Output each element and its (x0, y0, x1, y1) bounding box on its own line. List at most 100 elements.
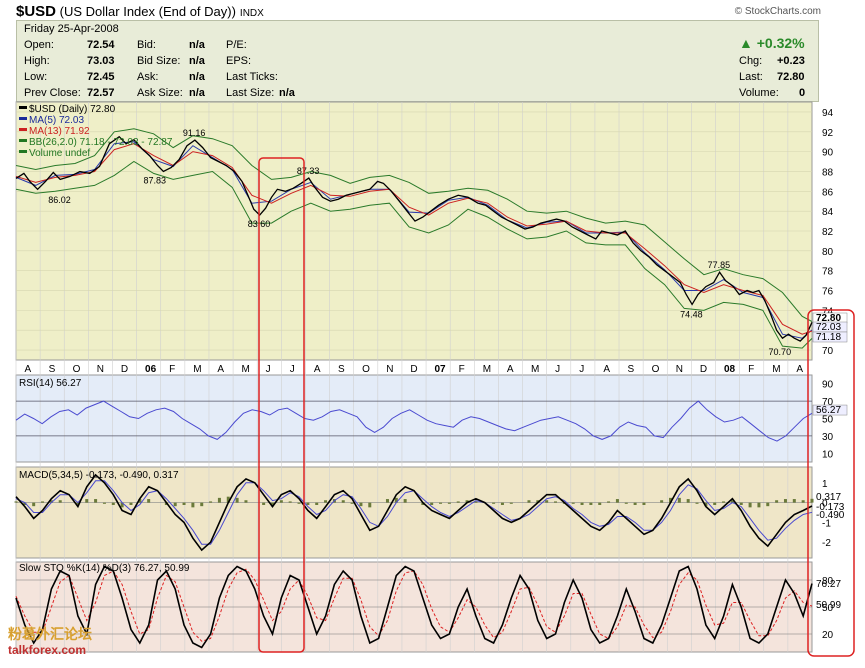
ask-label: Ask: (137, 71, 159, 83)
x-tick-label: N (676, 364, 683, 375)
stockcharts-credit[interactable]: © StockCharts.com (734, 6, 821, 17)
chart-area: A S O N D 06 F M A M J J A S O N D 07 F M A M J J A S O N D 08 F M A 70 72… (14, 101, 855, 657)
ask-size-value: n/a (189, 87, 205, 99)
macd-y-tick-label: -1 (822, 518, 831, 529)
x-tick-label: S (627, 364, 634, 375)
ask-size-label: Ask Size: (137, 87, 183, 99)
rsi-last-label-box (812, 404, 848, 416)
price-series-bb-lower (15, 160, 813, 349)
price-last-label: 72.03 (816, 322, 841, 333)
change-percent-text: +0.32% (756, 35, 805, 51)
price-y-tick-label: 92 (822, 128, 834, 139)
quote-panel: Friday 25-Apr-2008 Open: 72.54 High: 73.… (16, 20, 819, 102)
high-label: High: (24, 55, 50, 67)
exchange: INDX (239, 8, 264, 19)
stoch-legend: Slow STO %K(14) %D(3) 76.27, 50.99 (19, 563, 190, 574)
x-tick-label: D (121, 364, 128, 375)
x-tick-label: J (290, 364, 295, 375)
volume-label: Volume: (739, 87, 779, 99)
symbol-name: (US Dollar Index (End of Day)) (59, 4, 236, 19)
panel-rsi-frame (15, 374, 813, 463)
x-tick-label: 08 (724, 364, 736, 375)
watermark: 粉葛外汇论坛 talkforex.com (8, 626, 92, 658)
watermark-text: 粉葛外汇论坛 (8, 626, 92, 642)
rsi-y-tick-label: 10 (822, 449, 834, 460)
macd-last-label: -0.173 (816, 502, 845, 513)
x-tick-label: D (700, 364, 707, 375)
low-label: Low: (24, 71, 48, 83)
x-tick-label: S (49, 364, 56, 375)
price-annotation-label: 74.48 (680, 310, 703, 320)
legend-swatch (19, 117, 27, 120)
x-tick-label: A (314, 364, 321, 375)
panel-macd-frame (15, 466, 813, 559)
price-annotation-label: 87.33 (297, 166, 320, 176)
low-value: 72.45 (87, 71, 115, 83)
bid-size-label: Bid Size: (137, 55, 181, 67)
highlight-box-latest (807, 309, 855, 657)
bid-size-value: n/a (189, 55, 205, 67)
price-legend-entry: MA(13) 71.92 (29, 126, 90, 137)
x-tick-label: O (73, 364, 81, 375)
chg-label: Chg: (739, 55, 763, 67)
last-label: Last: (739, 71, 763, 83)
eps-label: EPS: (226, 55, 252, 67)
symbol: $USD (16, 3, 57, 20)
stoch-last-label: 76.27 (816, 579, 841, 590)
x-tick-label: M (242, 364, 250, 375)
macd-y-tick-label: 1 (822, 479, 828, 490)
x-tick-label: F (459, 364, 465, 375)
x-tick-label: A (603, 364, 610, 375)
price-series-bb-upper (15, 128, 813, 323)
price-annotation-label: 86.02 (48, 195, 71, 205)
open-label: Open: (24, 39, 54, 51)
open-value: 72.54 (87, 39, 115, 51)
x-tick-label: O (362, 364, 370, 375)
price-y-tick-label: 76 (822, 287, 834, 298)
chart-title: $USD (US Dollar Index (End of Day)) INDX (16, 3, 264, 20)
x-tick-label: M (772, 364, 780, 375)
last-ticks-label: Last Ticks: (226, 71, 278, 83)
price-y-tick-label: 90 (822, 148, 834, 159)
x-tick-label: A (507, 364, 514, 375)
rsi-line (15, 400, 813, 442)
price-y-tick-label: 74 (822, 306, 834, 317)
price-last-label: 71.18 (816, 332, 841, 343)
bid-label: Bid: (137, 39, 156, 51)
rsi-y-tick-label: 90 (822, 380, 834, 391)
x-tick-label: 07 (435, 364, 447, 375)
macd-line (15, 473, 813, 552)
price-annotation-label: 91.16 (183, 128, 206, 138)
macd-last-label: -0.490 (816, 510, 845, 521)
price-y-tick-label: 86 (822, 187, 834, 198)
price-last-label-box (812, 331, 848, 343)
last-value: 72.80 (777, 71, 805, 83)
pe-label: P/E: (226, 39, 247, 51)
rsi-y-tick-label: 70 (822, 397, 834, 408)
rsi-legend: RSI(14) 56.27 (19, 378, 82, 389)
x-tick-label: F (748, 364, 754, 375)
x-tick-label: A (24, 364, 31, 375)
price-legend-entry: BB(26,2.0) 71.18 - 72.03 - 72.87 (29, 137, 173, 148)
price-legend-entry: MA(5) 72.03 (29, 115, 84, 126)
price-series-ma-13- (15, 143, 813, 335)
change-percent: ▲ +0.32% (739, 35, 805, 51)
x-tick-label: M (483, 364, 491, 375)
x-tick-label: F (169, 364, 175, 375)
bid-value: n/a (189, 39, 205, 51)
x-tick-label: J (555, 364, 560, 375)
highlight-box-mid-2006 (258, 157, 305, 653)
volume-value: 0 (799, 87, 806, 99)
x-tick-label: M (531, 364, 539, 375)
watermark-url: talkforex.com (8, 643, 87, 657)
price-y-tick-label: 78 (822, 267, 834, 278)
macd-legend: MACD(5,34,5) -0.173, -0.490, 0.317 (19, 470, 179, 481)
x-tick-label: N (386, 364, 393, 375)
legend-swatch (19, 106, 27, 109)
up-arrow-icon: ▲ (739, 35, 753, 51)
price-annotation-label: 87.83 (144, 175, 167, 185)
last-size-value: n/a (279, 87, 295, 99)
price-series--usd (15, 135, 813, 342)
stoch-k-line (15, 565, 813, 649)
x-tick-label: M (193, 364, 201, 375)
